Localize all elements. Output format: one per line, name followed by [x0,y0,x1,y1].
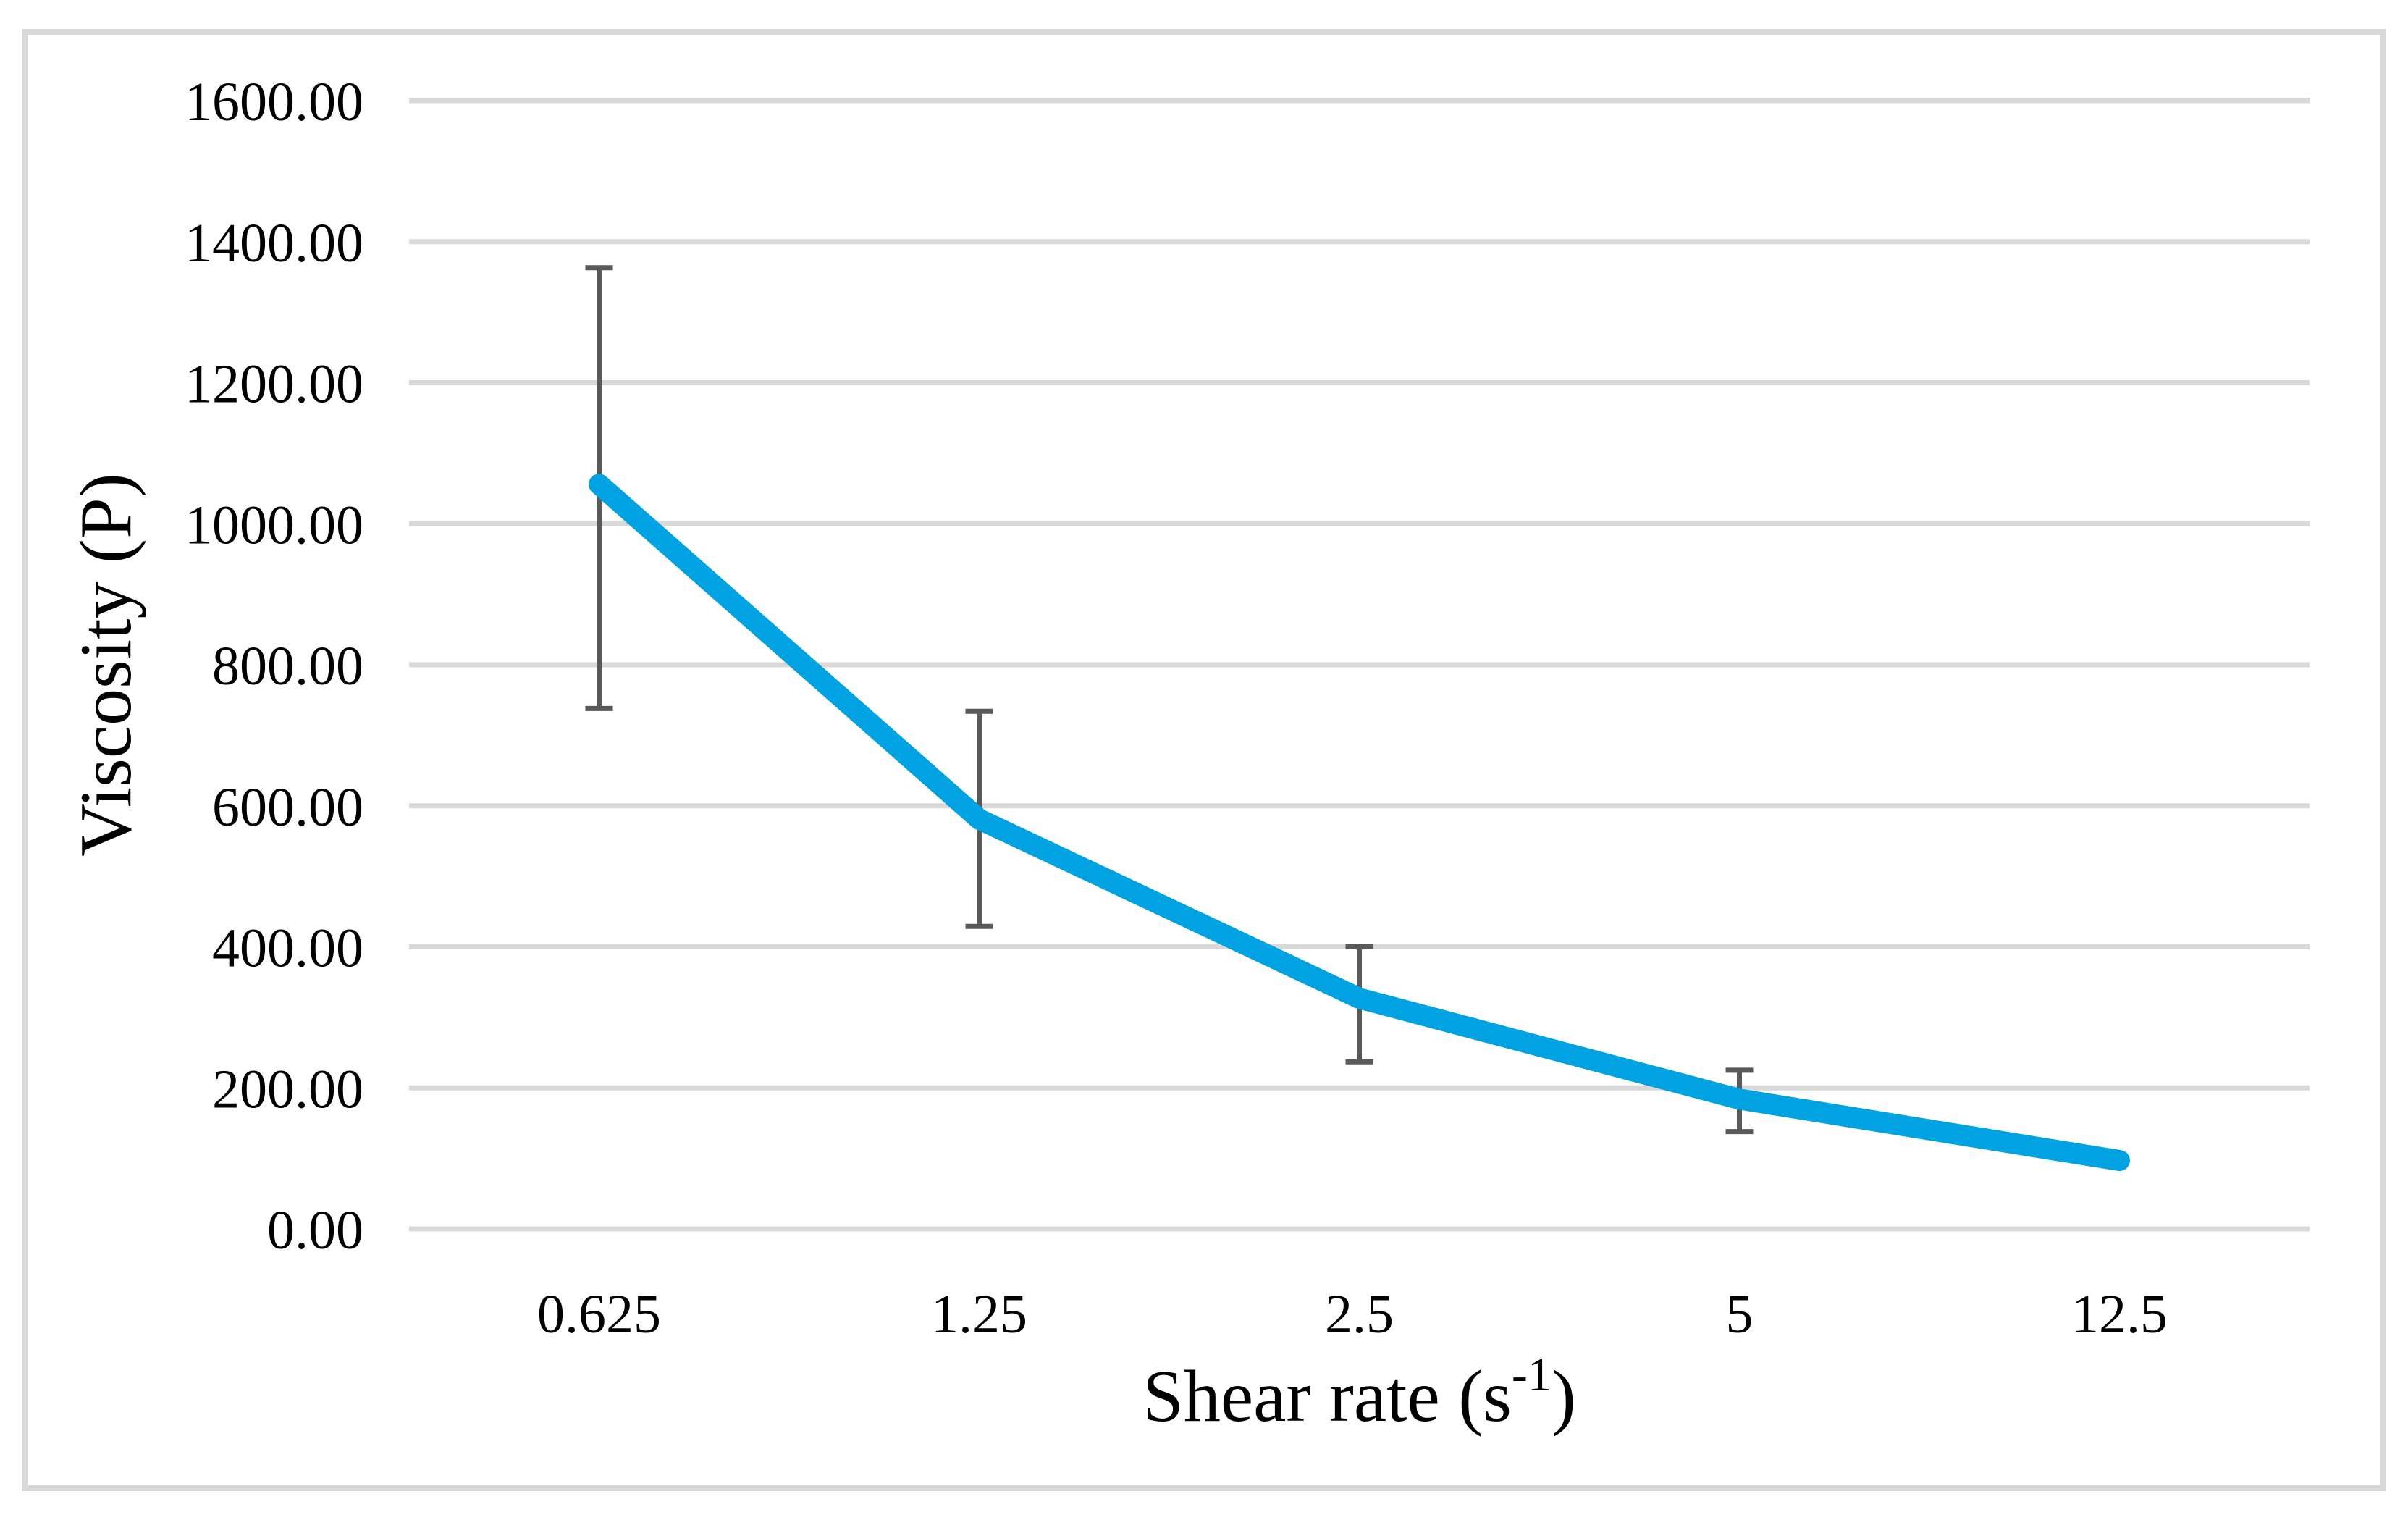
x-tick-label: 2.5 [1325,1284,1394,1345]
x-tick-label: 1.25 [931,1284,1027,1345]
y-tick-label: 200.00 [212,1059,363,1120]
x-axis-title: Shear rate (s-1) [1142,1348,1576,1437]
y-tick-label: 400.00 [212,918,363,979]
y-tick-label: 1200.00 [185,354,363,415]
y-tick-label: 800.00 [212,636,363,697]
y-tick-label: 0.00 [267,1200,363,1261]
x-tick-label: 0.625 [537,1284,661,1345]
x-tick-label: 5 [1726,1284,1754,1345]
y-tick-label: 1000.00 [185,495,363,555]
y-tick-label: 600.00 [212,777,363,838]
data-line [589,474,2130,1172]
y-tick-label: 1400.00 [185,213,363,274]
y-axis-title: Viscosity (P) [65,473,147,856]
y-tick-label: 1600.00 [185,72,363,133]
x-tick-label: 12.5 [2071,1284,2168,1345]
figure-border [22,29,2386,1491]
